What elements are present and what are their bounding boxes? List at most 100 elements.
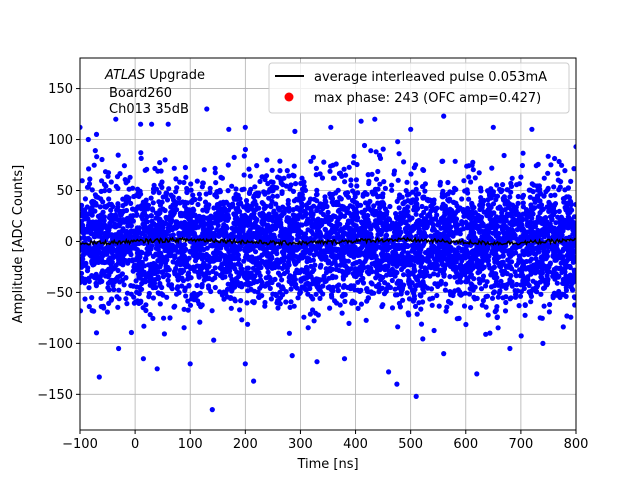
scatter-point xyxy=(529,256,535,262)
scatter-point xyxy=(520,150,526,156)
scatter-point xyxy=(98,196,104,202)
scatter-point xyxy=(384,223,390,229)
scatter-point xyxy=(252,273,258,279)
scatter-point xyxy=(148,195,154,201)
scatter-point xyxy=(544,269,550,275)
scatter-point xyxy=(286,278,292,285)
scatter-point xyxy=(416,255,422,261)
scatter-point xyxy=(105,173,111,179)
scatter-point xyxy=(234,269,240,275)
scatter-point xyxy=(279,277,285,283)
scatter-point xyxy=(521,231,527,237)
scatter-point xyxy=(108,297,114,303)
scatter-point xyxy=(256,294,262,300)
scatter-point xyxy=(261,228,267,234)
scatter-point xyxy=(551,184,557,190)
scatter-point xyxy=(325,213,331,219)
scatter-point xyxy=(355,287,361,293)
scatter-point xyxy=(164,272,170,278)
scatter-point xyxy=(161,229,167,235)
scatter-point xyxy=(415,259,421,265)
scatter-point xyxy=(200,223,206,230)
scatter-point xyxy=(428,208,434,214)
scatter-point xyxy=(307,311,313,317)
scatter-point xyxy=(389,187,395,193)
scatter-point xyxy=(319,175,326,181)
scatter-point xyxy=(520,211,526,217)
scatter-point xyxy=(368,280,374,286)
scatter-point xyxy=(115,185,121,191)
scatter-point xyxy=(330,284,336,290)
scatter-point xyxy=(440,158,446,164)
scatter-point xyxy=(193,254,199,261)
scatter-point xyxy=(288,299,294,305)
scatter-point xyxy=(345,269,351,275)
scatter-point xyxy=(116,252,122,258)
scatter-point xyxy=(501,248,507,254)
scatter-point xyxy=(288,286,294,292)
scatter-point xyxy=(110,213,116,219)
scatter-point xyxy=(243,270,249,276)
scatter-point xyxy=(454,254,460,260)
scatter-point xyxy=(308,274,314,280)
scatter-point xyxy=(124,216,131,222)
scatter-point xyxy=(185,262,191,268)
scatter-point xyxy=(279,265,286,271)
scatter-point xyxy=(447,274,453,280)
scatter-point xyxy=(151,229,157,235)
scatter-point xyxy=(342,179,348,185)
scatter-point xyxy=(416,230,422,236)
scatter-point xyxy=(160,194,166,200)
scatter-point xyxy=(371,203,377,209)
scatter-point xyxy=(248,203,255,209)
scatter-point xyxy=(242,212,248,218)
scatter-point xyxy=(227,272,234,279)
scatter-point xyxy=(323,269,330,276)
scatter-point xyxy=(91,257,98,263)
scatter-point xyxy=(358,301,364,307)
scatter-point xyxy=(322,226,328,232)
scatter-point xyxy=(520,250,527,256)
scatter-point xyxy=(138,260,145,266)
scatter-point xyxy=(403,188,409,194)
scatter-point xyxy=(221,233,228,239)
scatter-point xyxy=(465,277,471,283)
scatter-point xyxy=(372,246,378,252)
scatter-point xyxy=(541,226,548,232)
scatter-point xyxy=(299,204,305,210)
scatter-point xyxy=(469,203,475,209)
scatter-point xyxy=(545,185,551,191)
scatter-point xyxy=(329,261,335,267)
scatter-point xyxy=(322,197,328,204)
scatter-point xyxy=(405,268,411,274)
scatter-point xyxy=(569,276,575,282)
scatter-point xyxy=(358,219,365,225)
scatter-point xyxy=(520,226,526,232)
scatter-point xyxy=(204,266,210,272)
scatter-point xyxy=(320,291,326,297)
scatter-point xyxy=(478,277,484,283)
scatter-point xyxy=(325,209,331,215)
scatter-point xyxy=(519,194,526,200)
scatter-point xyxy=(82,296,88,302)
scatter-point xyxy=(273,201,279,207)
scatter-point xyxy=(493,197,499,203)
scatter-point xyxy=(500,269,507,275)
scatter-point xyxy=(540,285,547,291)
scatter-point xyxy=(240,226,246,232)
scatter-point xyxy=(361,142,368,149)
scatter-point xyxy=(466,291,473,297)
scatter-point xyxy=(328,194,334,201)
scatter-point xyxy=(255,193,261,199)
scatter-point xyxy=(508,189,514,195)
scatter-point xyxy=(142,217,149,223)
scatter-point xyxy=(485,257,491,264)
scatter-point xyxy=(522,302,528,308)
scatter-point xyxy=(119,277,126,283)
scatter-point xyxy=(346,251,352,257)
scatter-point xyxy=(343,172,349,178)
scatter-point xyxy=(477,206,483,213)
scatter-point xyxy=(431,197,437,203)
scatter-point xyxy=(128,329,134,336)
scatter-point xyxy=(179,269,185,275)
